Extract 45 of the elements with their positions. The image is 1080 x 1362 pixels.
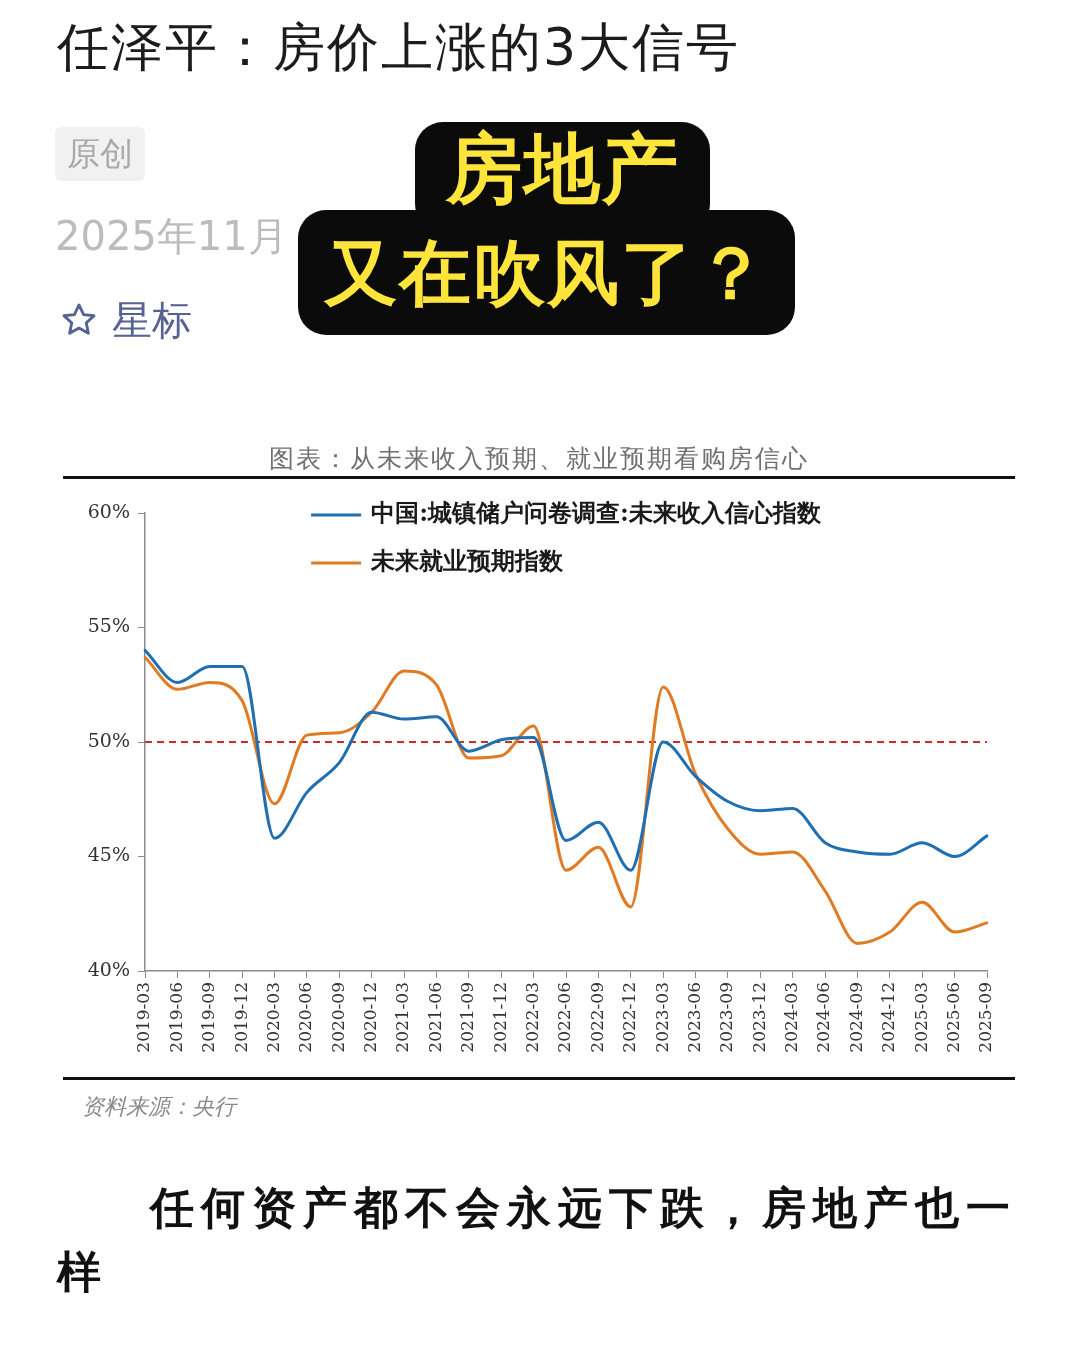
- x-tick-label: 2024-03: [781, 982, 802, 1053]
- x-tick-label: 2023-03: [651, 982, 672, 1053]
- x-tick-label: 2025-03: [910, 982, 931, 1053]
- x-tick-label: 2020-12: [360, 982, 381, 1053]
- x-tick-label: 2024-09: [845, 982, 866, 1053]
- x-tick-label: 2021-03: [392, 982, 413, 1053]
- text: 2025年11月: [55, 212, 288, 261]
- chart-title: 任泽平：房价上涨的3大信号: [57, 16, 741, 79]
- y-tick-label: 60%: [87, 499, 130, 522]
- x-tick-label: 2019-06: [165, 982, 186, 1053]
- x-tick-label: 2020-06: [295, 982, 316, 1053]
- x-tick-label: 2022-06: [554, 982, 575, 1053]
- text: 原创: [55, 127, 145, 181]
- x-tick-label: 2019-12: [230, 982, 251, 1053]
- x-tick-label: 2019-09: [198, 982, 219, 1053]
- x-tick-label: 2025-09: [975, 982, 996, 1053]
- x-tick-label: 2023-06: [683, 982, 704, 1053]
- y-tick-label: 40%: [87, 957, 130, 980]
- x-tick-label: 2022-09: [586, 982, 607, 1053]
- x-tick-label: 2021-09: [457, 982, 478, 1053]
- chart-subtitle: 图表：从未来收入预期、就业预期看购房信心: [268, 443, 810, 475]
- text: 任何资产都不会永远下跌，房地产也一样: [57, 1181, 1018, 1299]
- x-tick-label: 2025-06: [943, 982, 964, 1053]
- y-tick-label: 50%: [87, 728, 130, 751]
- legend-label: 未来就业预期指数: [370, 546, 565, 576]
- x-tick-label: 2020-03: [262, 982, 283, 1053]
- x-tick-label: 2021-12: [489, 982, 510, 1053]
- legend-label: 中国:城镇储户问卷调查:未来收入信心指数: [371, 498, 822, 528]
- x-tick-label: 2023-12: [748, 982, 769, 1053]
- text: 资料来源：央行: [82, 1093, 236, 1121]
- line-series: [143, 655, 989, 946]
- line-series: [143, 648, 989, 872]
- x-tick-label: 2022-12: [619, 982, 640, 1053]
- text: 星标: [112, 296, 192, 345]
- x-tick-label: 2023-09: [716, 982, 737, 1053]
- x-tick-label: 2022-03: [522, 982, 543, 1053]
- x-tick-label: 2020-09: [327, 982, 348, 1053]
- y-tick-label: 45%: [87, 843, 130, 866]
- text: 又在吹风了？: [324, 230, 769, 315]
- y-tick-label: 55%: [87, 614, 130, 637]
- x-tick-label: 2024-12: [878, 982, 899, 1053]
- x-tick-label: 2019-03: [133, 982, 154, 1053]
- x-tick-label: 2021-06: [424, 982, 445, 1053]
- x-tick-label: 2024-06: [813, 982, 834, 1053]
- text: 房地产: [415, 122, 710, 232]
